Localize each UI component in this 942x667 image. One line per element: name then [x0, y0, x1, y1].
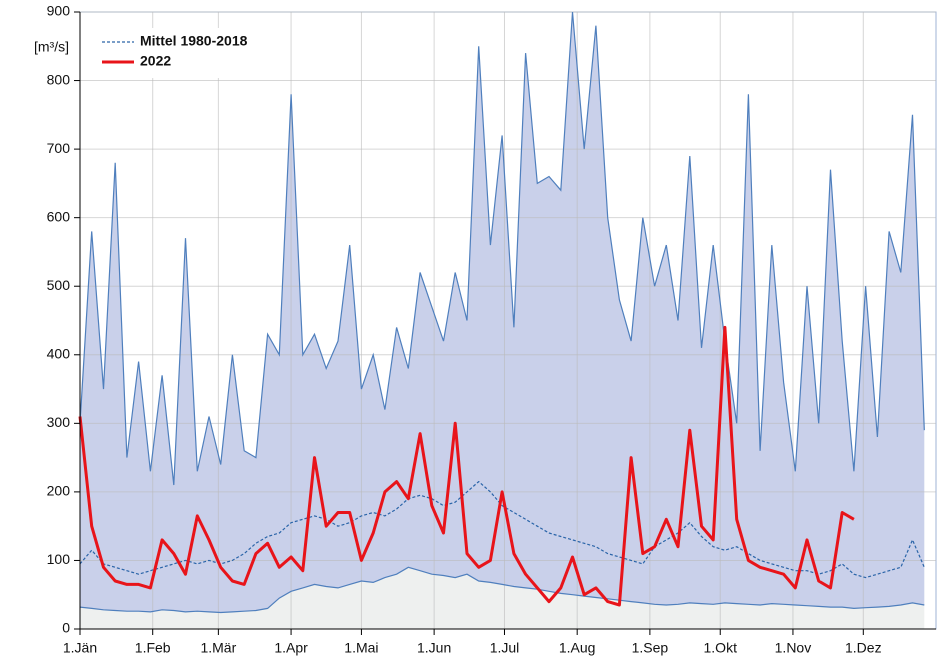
x-tick-label: 1.Aug	[559, 640, 596, 656]
y-axis-label: [m³/s]	[34, 39, 69, 55]
band-upper-line	[79, 11, 925, 486]
x-tick-label: 1.Feb	[135, 640, 171, 656]
band-lower-line	[79, 566, 925, 614]
y-tick-label: 800	[47, 71, 71, 87]
x-tick-label: 1.Nov	[775, 640, 812, 656]
legend-label: Mittel 1980-2018	[140, 33, 248, 49]
legend-label: 2022	[140, 53, 171, 69]
x-tick-label: 1.Sep	[632, 640, 669, 656]
x-tick-label: 1.Dez	[845, 640, 882, 656]
y-tick-label: 600	[47, 208, 71, 224]
y-tick-label: 900	[47, 3, 71, 19]
y-tick-label: 400	[47, 345, 71, 361]
x-tick-label: 1.Okt	[704, 640, 738, 656]
series-line	[79, 481, 925, 579]
y-tick-label: 700	[47, 140, 71, 156]
y-tick-label: 200	[47, 483, 71, 499]
x-tick-label: 1.Jul	[490, 640, 520, 656]
y-tick-label: 0	[62, 620, 70, 636]
series-line	[78, 325, 855, 607]
x-tick-label: 1.Mai	[344, 640, 378, 656]
legend-box	[92, 28, 282, 78]
x-tick-label: 1.Jän	[63, 640, 97, 656]
y-tick-label: 100	[47, 551, 71, 567]
x-tick-label: 1.Jun	[417, 640, 451, 656]
y-tick-label: 300	[47, 414, 71, 430]
x-tick-label: 1.Mär	[200, 640, 236, 656]
x-tick-label: 1.Apr	[274, 640, 308, 656]
y-tick-label: 500	[47, 277, 71, 293]
